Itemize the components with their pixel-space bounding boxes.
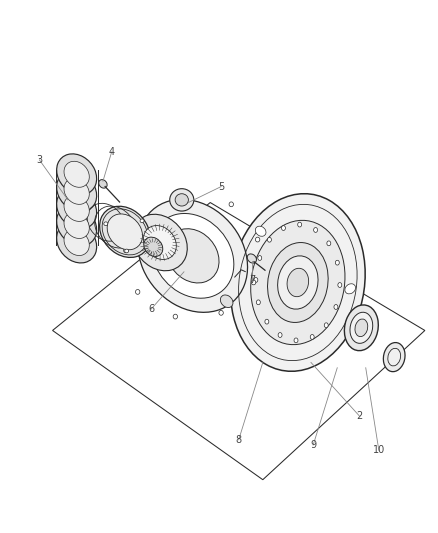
Ellipse shape bbox=[57, 154, 97, 195]
Ellipse shape bbox=[254, 278, 258, 282]
Ellipse shape bbox=[140, 219, 144, 223]
Ellipse shape bbox=[144, 237, 163, 256]
Ellipse shape bbox=[345, 284, 356, 294]
Ellipse shape bbox=[138, 199, 247, 312]
Ellipse shape bbox=[152, 214, 234, 298]
Ellipse shape bbox=[229, 202, 233, 207]
Ellipse shape bbox=[99, 180, 107, 188]
Ellipse shape bbox=[64, 161, 89, 187]
Ellipse shape bbox=[99, 206, 150, 257]
Ellipse shape bbox=[173, 314, 177, 319]
Ellipse shape bbox=[143, 225, 177, 260]
Ellipse shape bbox=[355, 319, 368, 337]
Ellipse shape bbox=[124, 248, 128, 253]
Ellipse shape bbox=[310, 335, 314, 340]
Ellipse shape bbox=[294, 338, 298, 343]
Text: 2: 2 bbox=[356, 411, 362, 421]
Ellipse shape bbox=[338, 282, 342, 287]
Ellipse shape bbox=[57, 171, 97, 212]
Text: 5: 5 bbox=[218, 182, 224, 191]
Ellipse shape bbox=[57, 205, 97, 246]
Ellipse shape bbox=[314, 228, 318, 232]
Ellipse shape bbox=[324, 323, 328, 328]
Ellipse shape bbox=[251, 220, 345, 345]
Ellipse shape bbox=[166, 229, 219, 283]
Ellipse shape bbox=[344, 305, 378, 351]
Ellipse shape bbox=[334, 304, 338, 309]
Ellipse shape bbox=[170, 189, 194, 211]
Ellipse shape bbox=[282, 225, 286, 230]
Text: 10: 10 bbox=[373, 446, 385, 455]
Ellipse shape bbox=[230, 193, 365, 372]
Text: 7: 7 bbox=[249, 275, 255, 285]
Text: 8: 8 bbox=[236, 435, 242, 445]
Ellipse shape bbox=[383, 343, 405, 372]
Ellipse shape bbox=[135, 289, 140, 294]
Ellipse shape bbox=[175, 193, 188, 206]
Ellipse shape bbox=[64, 230, 89, 255]
Ellipse shape bbox=[327, 241, 331, 246]
Ellipse shape bbox=[64, 196, 89, 221]
Ellipse shape bbox=[268, 243, 328, 322]
Ellipse shape bbox=[268, 237, 272, 242]
Text: 4: 4 bbox=[109, 147, 115, 157]
Ellipse shape bbox=[220, 295, 233, 308]
Ellipse shape bbox=[107, 214, 142, 250]
Ellipse shape bbox=[185, 191, 189, 196]
Ellipse shape bbox=[388, 348, 401, 366]
Ellipse shape bbox=[287, 268, 309, 297]
Ellipse shape bbox=[256, 300, 260, 305]
Polygon shape bbox=[53, 203, 425, 480]
Ellipse shape bbox=[125, 249, 129, 253]
Ellipse shape bbox=[247, 254, 257, 263]
Ellipse shape bbox=[336, 260, 339, 265]
Ellipse shape bbox=[219, 310, 223, 315]
Ellipse shape bbox=[64, 213, 89, 238]
Text: 9: 9 bbox=[310, 440, 316, 450]
Ellipse shape bbox=[278, 256, 318, 309]
Ellipse shape bbox=[251, 280, 256, 285]
Text: 6: 6 bbox=[148, 304, 154, 314]
Text: 3: 3 bbox=[36, 155, 42, 165]
Ellipse shape bbox=[350, 312, 373, 343]
Ellipse shape bbox=[265, 319, 269, 324]
Ellipse shape bbox=[57, 222, 97, 263]
Ellipse shape bbox=[57, 188, 97, 229]
Ellipse shape bbox=[278, 333, 282, 337]
Ellipse shape bbox=[255, 226, 266, 236]
Ellipse shape bbox=[64, 179, 89, 204]
Ellipse shape bbox=[255, 237, 260, 242]
Ellipse shape bbox=[258, 256, 262, 261]
Ellipse shape bbox=[298, 222, 302, 227]
Ellipse shape bbox=[132, 214, 187, 271]
Ellipse shape bbox=[171, 196, 184, 209]
Ellipse shape bbox=[104, 222, 108, 225]
